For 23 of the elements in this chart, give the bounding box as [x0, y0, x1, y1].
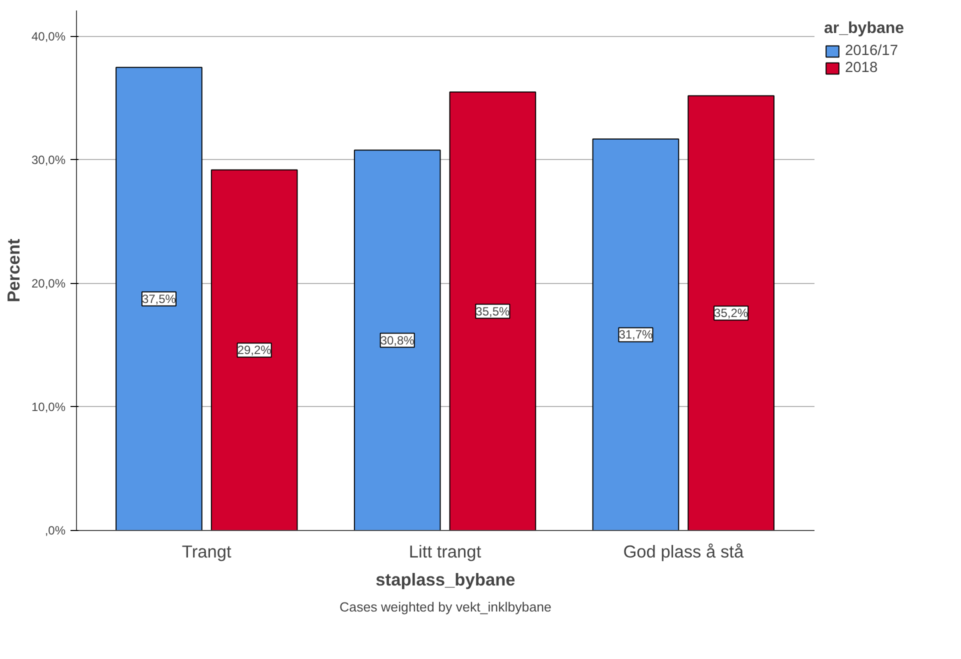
- y-tick-label: ,0%: [44, 524, 66, 538]
- x-tick-label: Trangt: [182, 542, 232, 562]
- y-tick-label: 20,0%: [31, 276, 66, 290]
- legend-label: 2018: [845, 60, 878, 76]
- y-tick-label: 40,0%: [31, 29, 66, 44]
- x-tick-label: Litt trangt: [408, 542, 482, 562]
- bar: [592, 138, 680, 530]
- data-label: 30,8%: [380, 333, 415, 348]
- bar: [354, 150, 441, 530]
- text: Cases weighted by vekt_inklbybane: [340, 600, 552, 614]
- x-axis-title: staplass_bybane: [376, 570, 516, 590]
- y-axis-title: Percent: [3, 238, 24, 302]
- x-tick-label: God plass å stå: [623, 542, 744, 562]
- bar: [688, 95, 774, 530]
- data-label: 37,5%: [142, 292, 176, 306]
- bar: [116, 66, 202, 530]
- bar: [449, 92, 536, 530]
- y-tick-label: 30,0%: [31, 152, 66, 167]
- y-tick-label: 10,0%: [31, 400, 66, 414]
- data-label: 29,2%: [237, 343, 272, 358]
- legend-title: ar_bybane: [824, 20, 904, 38]
- legend-label: 2016/17: [845, 43, 898, 59]
- bar: [210, 169, 298, 530]
